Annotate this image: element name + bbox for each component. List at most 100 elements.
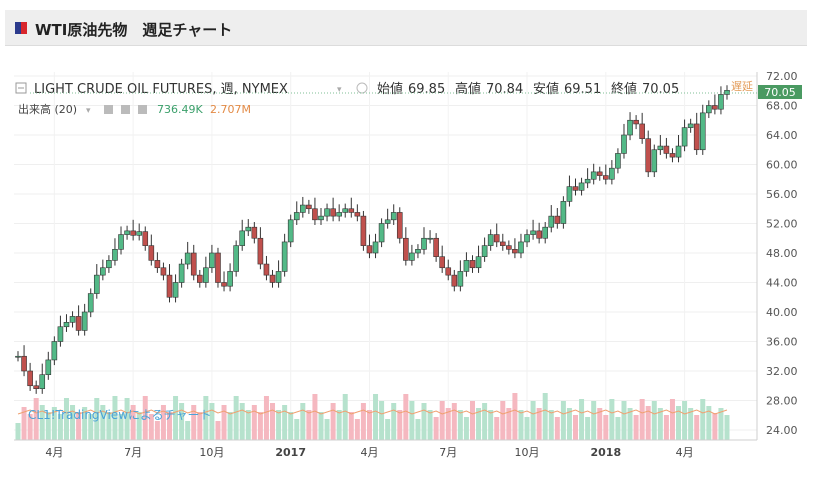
close-icon[interactable] xyxy=(138,105,147,114)
volume-bar xyxy=(712,413,718,440)
candle-body xyxy=(421,237,427,250)
candle-body xyxy=(536,230,542,239)
candle-body xyxy=(512,249,518,254)
x-tick-label: 10月 xyxy=(515,446,540,459)
candle-body xyxy=(21,355,27,372)
volume-bar xyxy=(585,417,591,440)
gear-icon[interactable] xyxy=(121,105,130,114)
candle-body xyxy=(409,252,415,261)
volume-bar xyxy=(312,394,318,440)
candle-body xyxy=(318,215,324,221)
collapse-icon[interactable] xyxy=(15,82,27,94)
candle-body xyxy=(415,249,421,254)
candle-body xyxy=(699,112,706,151)
candle-body xyxy=(39,374,46,389)
volume-bar xyxy=(209,403,215,440)
candle-body xyxy=(506,245,512,250)
volume-bar xyxy=(573,415,579,440)
volume-bar xyxy=(318,412,324,440)
candle-body xyxy=(184,252,191,265)
candle-body xyxy=(330,208,336,217)
volume-value: 736.49K xyxy=(157,103,203,116)
volume-bar xyxy=(385,419,391,440)
volume-bar xyxy=(130,405,136,440)
volume-bar xyxy=(651,401,657,440)
volume-bar xyxy=(21,407,27,440)
candle-body xyxy=(639,123,645,139)
candle-body xyxy=(281,241,288,272)
y-tick-label: 56.00 xyxy=(766,188,798,201)
candle-body xyxy=(372,241,379,254)
svg-text:70.05: 70.05 xyxy=(764,86,796,99)
volume-bar xyxy=(657,408,663,440)
volume-bar xyxy=(142,396,148,440)
volume-bar xyxy=(106,412,112,440)
candle-body xyxy=(384,219,391,224)
volume-bar xyxy=(15,423,21,440)
candle-body xyxy=(615,153,621,169)
candle-body xyxy=(451,274,458,287)
ohlc-label: 始値 xyxy=(377,81,403,97)
chevron-down-icon[interactable]: ▾ xyxy=(337,85,342,95)
volume-bar xyxy=(191,405,197,440)
volume-bar xyxy=(118,414,124,440)
candle-body xyxy=(33,385,39,389)
volume-bar xyxy=(276,410,282,440)
volume-bar xyxy=(603,415,609,440)
candle-body xyxy=(63,322,70,328)
delayed-label: 遅延 xyxy=(731,80,753,93)
candle-body xyxy=(245,226,252,232)
volume-bar xyxy=(63,398,69,440)
volume-bar xyxy=(463,417,469,440)
price-chart[interactable]: 72.00 68.00 64.00 60.00 56.00 52.00 48.00 44.00… xyxy=(0,47,826,473)
candle-body xyxy=(645,138,652,173)
volume-bar xyxy=(512,393,518,440)
volume-bar xyxy=(379,401,385,440)
candle-body xyxy=(469,260,476,269)
volume-bar xyxy=(676,406,682,440)
candle-body xyxy=(475,256,482,269)
volume-bars xyxy=(15,393,730,440)
candle-body xyxy=(166,274,173,298)
volume-bar xyxy=(482,403,488,440)
candle-body xyxy=(227,271,233,287)
volume-bar xyxy=(397,410,403,440)
volume-bar xyxy=(439,401,445,440)
volume-bar xyxy=(294,419,300,440)
y-tick-label: 64.00 xyxy=(766,129,798,142)
x-tick-label: 4月 xyxy=(360,446,378,459)
us-flag-icon xyxy=(15,22,27,34)
x-tick-label: 4月 xyxy=(45,446,63,459)
eye-icon[interactable] xyxy=(356,82,368,94)
candle-body xyxy=(251,226,258,239)
candle-body xyxy=(75,316,82,331)
candle-body xyxy=(603,175,609,180)
candle-body xyxy=(609,167,615,180)
candle-body xyxy=(306,204,312,210)
volume-bar xyxy=(112,396,118,440)
volume-bar xyxy=(27,414,33,440)
candle-body xyxy=(215,252,221,283)
volume-bar xyxy=(154,421,160,440)
chart-area[interactable]: 72.00 68.00 64.00 60.00 56.00 52.00 48.00 44.00… xyxy=(0,47,826,473)
ohlc-value: 70.84 xyxy=(486,82,523,97)
candle-body xyxy=(124,230,130,235)
volume-ma-line xyxy=(17,409,728,415)
candle-body xyxy=(366,245,373,254)
eye-icon[interactable] xyxy=(104,105,113,114)
candle-body xyxy=(142,231,149,246)
volume-chevron-icon[interactable]: ▾ xyxy=(86,106,91,116)
x-tick-label: 4月 xyxy=(676,446,694,459)
candle-body xyxy=(81,311,88,331)
candle-body xyxy=(239,230,246,246)
candle-body xyxy=(15,355,21,358)
ohlc-label: 終値 xyxy=(611,81,637,97)
candle-body xyxy=(621,134,627,154)
candle-body xyxy=(87,293,94,313)
candle-body xyxy=(287,219,294,243)
volume-bar xyxy=(566,408,572,440)
candle-body xyxy=(130,230,136,236)
volume-bar xyxy=(433,417,439,440)
volume-bar xyxy=(233,396,239,440)
candle-body xyxy=(209,252,215,269)
